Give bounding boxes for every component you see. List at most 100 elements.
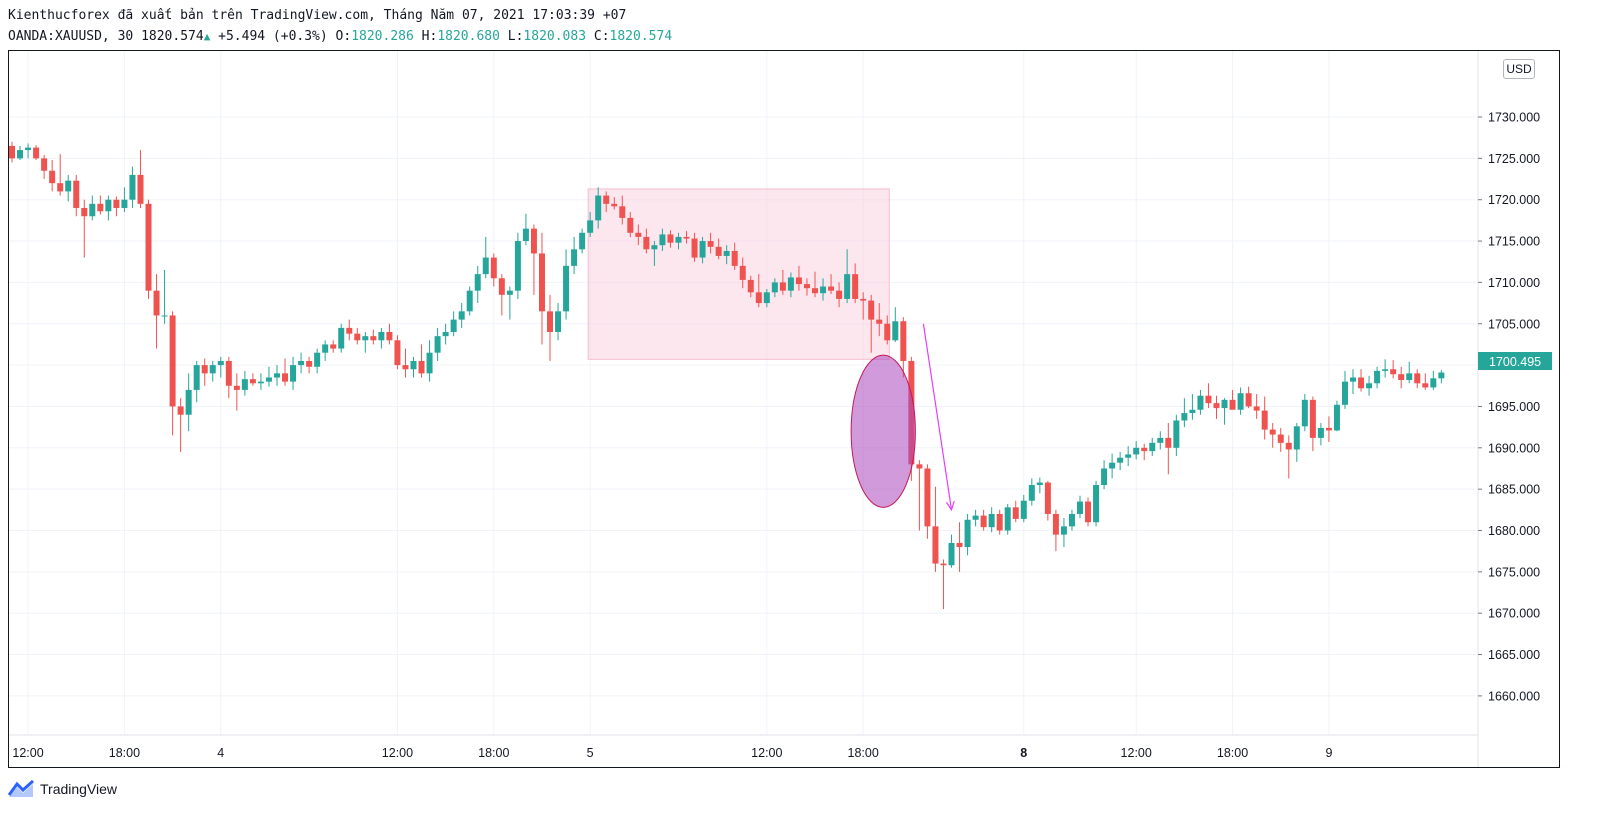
candle-body xyxy=(627,217,634,233)
x-tick-label: 18:00 xyxy=(109,746,140,760)
price-change: +5.494 (+0.3%) xyxy=(218,29,328,44)
candle-body xyxy=(298,360,305,366)
candle-body xyxy=(273,373,280,378)
highlight-ellipse[interactable] xyxy=(850,354,916,508)
x-tick-label: 9 xyxy=(1325,746,1332,760)
candle-body xyxy=(1101,468,1108,486)
candle-body xyxy=(1205,395,1212,404)
chart-frame[interactable] xyxy=(8,50,1560,768)
symbol-name[interactable]: OANDA:XAUUSD, 30 xyxy=(8,29,134,44)
candle-body xyxy=(844,274,851,299)
open-value: 1820.286 xyxy=(351,29,414,44)
candle-body xyxy=(1253,406,1260,411)
candle-body xyxy=(635,232,642,237)
candle-body xyxy=(1044,482,1051,514)
candle-body xyxy=(747,279,754,293)
highlight-zone[interactable] xyxy=(587,188,890,360)
last-price: 1820.574 xyxy=(141,29,204,44)
trend-arrow-head xyxy=(945,501,955,512)
x-tick-label: 4 xyxy=(217,746,224,760)
candle-body xyxy=(25,147,32,151)
candle-body xyxy=(828,286,835,291)
symbol-legend: OANDA:XAUUSD, 30 1820.574▲ +5.494 (+0.3%… xyxy=(8,27,672,47)
y-tick-label: 1710.000 xyxy=(1488,276,1540,290)
trend-arrow[interactable] xyxy=(922,323,953,510)
candle-body xyxy=(1277,434,1284,443)
candle-body xyxy=(121,199,128,208)
candle-body xyxy=(595,195,602,221)
candle-body xyxy=(940,563,947,566)
publish-info: Kienthucforex đã xuất bản trên TradingVi… xyxy=(8,8,627,23)
candle-body xyxy=(450,319,457,333)
candle-body xyxy=(555,311,562,333)
candle-body xyxy=(153,290,160,316)
y-tick-label: 1725.000 xyxy=(1488,152,1540,166)
candle-body xyxy=(1109,462,1116,469)
candle-body xyxy=(193,365,200,390)
candle-body xyxy=(691,238,698,258)
candle-body xyxy=(1076,501,1083,514)
candle-body xyxy=(474,274,481,291)
x-tick-label: 8 xyxy=(1020,746,1027,760)
brand-name: TradingView xyxy=(40,781,118,797)
candle-body xyxy=(1093,485,1100,523)
candle-body xyxy=(89,203,96,217)
candle-body xyxy=(161,315,168,317)
candle-body xyxy=(892,321,899,341)
y-tick-label: 1705.000 xyxy=(1488,317,1540,331)
candle-body xyxy=(65,180,72,192)
candle-body xyxy=(97,203,104,212)
candle-body xyxy=(33,147,40,159)
brand[interactable]: TradingView xyxy=(8,780,117,798)
currency-badge[interactable]: USD xyxy=(1503,59,1535,79)
candle-body xyxy=(996,513,1003,531)
candle-body xyxy=(1221,399,1228,409)
candle-body xyxy=(1229,399,1236,410)
candle-body xyxy=(9,145,15,159)
candle-body xyxy=(1430,378,1437,388)
candle-body xyxy=(346,327,353,334)
candle-body xyxy=(354,333,361,341)
candle-body xyxy=(1285,442,1292,450)
candle-body xyxy=(715,246,722,256)
candle-body xyxy=(73,180,80,208)
x-tick-label: 12:00 xyxy=(382,746,413,760)
candle-body xyxy=(571,249,578,266)
candle-body xyxy=(651,245,658,250)
candle-body xyxy=(217,360,224,366)
last-price-tag xyxy=(1478,352,1552,371)
candle-body xyxy=(563,265,570,312)
candle-body xyxy=(498,278,505,295)
candle-body xyxy=(1197,395,1204,410)
candle-body xyxy=(1157,437,1164,443)
low-label: L: xyxy=(507,29,524,44)
candle-body xyxy=(675,236,682,243)
candle-body xyxy=(177,406,184,415)
candle-body xyxy=(225,360,232,386)
candle-body xyxy=(924,468,931,527)
candle-body xyxy=(282,373,289,382)
high-label: H: xyxy=(421,29,438,44)
candle-body xyxy=(1366,383,1373,389)
candle-body xyxy=(330,344,337,349)
candle-body xyxy=(1149,442,1156,452)
candle-body xyxy=(1213,403,1220,409)
open-label: O: xyxy=(335,29,352,44)
candle-body xyxy=(1350,377,1357,382)
candle-body xyxy=(1117,457,1124,463)
candle-body xyxy=(290,365,297,382)
candle-body xyxy=(233,385,240,390)
candle-body xyxy=(1237,393,1244,410)
candle-body xyxy=(1028,485,1035,501)
candle-body xyxy=(779,282,786,291)
up-triangle-icon: ▲ xyxy=(203,30,211,43)
tradingview-logo-icon xyxy=(8,780,34,797)
y-tick-label: 1695.000 xyxy=(1488,400,1540,414)
candle-body xyxy=(1414,373,1421,384)
candle-body xyxy=(884,323,891,341)
candle-body xyxy=(249,379,256,384)
candle-body xyxy=(1004,507,1011,531)
candle-body xyxy=(964,519,971,548)
candle-body xyxy=(265,377,272,382)
